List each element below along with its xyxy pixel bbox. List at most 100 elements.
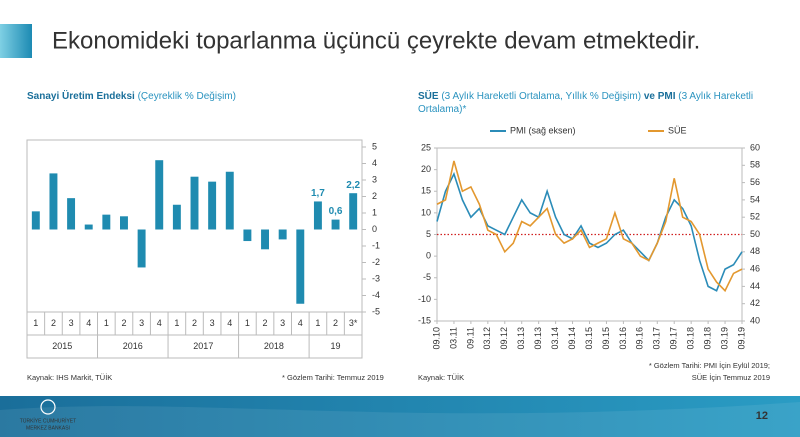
bar [261, 229, 269, 250]
y-tick-label: 3 [372, 174, 377, 184]
x-tick-label: 09.10 [431, 327, 441, 350]
y-tick-label: 4 [372, 158, 377, 168]
y2-tick-label: 42 [750, 298, 760, 308]
source: Kaynak: IHS Markit, TÜİK [27, 373, 112, 382]
x-tick-label: 3 [210, 318, 215, 328]
x-tick-label: 3* [349, 318, 358, 328]
x-tick-label: 03.19 [719, 327, 729, 350]
x-tick-label: 09.17 [669, 327, 679, 350]
note: SÜE İçin Temmuz 2019 [692, 373, 770, 382]
source: Kaynak: TÜİK [418, 373, 464, 382]
title-part: (3 Aylık Hareketli Ortalama)* [418, 91, 754, 115]
x-tick-label: 03.11 [448, 327, 458, 349]
bar [296, 229, 305, 304]
header-bar [0, 24, 32, 58]
x-tick-label: 1 [174, 318, 179, 328]
x-tick-label: 09.18 [702, 327, 712, 350]
x-tick-label: 2 [192, 318, 197, 328]
bar [49, 173, 58, 230]
y2-tick-label: 56 [750, 177, 760, 187]
title-part: Sanayi Üretim Endeksi [27, 91, 135, 102]
group-label: 19 [331, 341, 341, 351]
y-tick-label: -1 [372, 240, 380, 250]
y-tick-label: -10 [418, 294, 431, 304]
series-line [436, 160, 743, 293]
page-number: 12 [756, 410, 768, 422]
y2-tick-label: 52 [750, 212, 760, 222]
x-tick-label: 09.11 [465, 327, 475, 349]
y-tick-label: -3 [372, 273, 380, 283]
y2-tick-label: 60 [750, 142, 760, 152]
value-label: 1,7 [311, 188, 325, 199]
bar [190, 176, 199, 230]
chart-title: SÜE (3 Aylık Hareketli Ortalama, Yıllık … [418, 90, 768, 116]
group-label: 2018 [264, 341, 284, 351]
y-tick-label: 15 [421, 186, 431, 196]
title-part: (3 Aylık Hareketli Ortalama, Yıllık % De… [438, 91, 644, 102]
value-label: 2,2 [346, 180, 360, 191]
bar [208, 181, 217, 230]
x-tick-label: 03.14 [550, 327, 560, 350]
group-label: 2016 [123, 341, 143, 351]
x-tick-label: 03.12 [482, 327, 492, 350]
title-part: (Çeyreklik % Değişim) [134, 91, 236, 102]
x-tick-label: 03.18 [686, 327, 696, 350]
bar [331, 219, 340, 230]
x-tick-label: 4 [227, 318, 232, 328]
y-tick-label: -5 [372, 306, 380, 316]
x-tick-label: 2 [51, 318, 56, 328]
value-label: 0,6 [329, 206, 343, 217]
y-tick-label: 0 [426, 251, 431, 261]
y2-tick-label: 46 [750, 263, 760, 273]
y2-tick-label: 48 [750, 246, 760, 256]
x-tick-label: 03.13 [516, 327, 526, 350]
bar [155, 160, 164, 230]
bar [137, 229, 146, 268]
title-part: SÜE [418, 91, 439, 102]
chart-title: Sanayi Üretim Endeksi (Çeyreklik % Değiş… [27, 90, 367, 103]
bar [102, 214, 111, 230]
x-tick-label: 3 [280, 318, 285, 328]
x-tick-label: 09.19 [736, 327, 746, 350]
y-tick-label: 0 [372, 224, 377, 234]
title-part: ve PMI [643, 91, 676, 102]
y-tick-label: -4 [372, 290, 380, 300]
y-tick-label: 10 [421, 207, 431, 217]
x-tick-label: 4 [298, 318, 303, 328]
y2-tick-label: 54 [750, 194, 760, 204]
footer-band [0, 396, 800, 437]
slide-title: Ekonomideki toparlanma üçüncü çeyrekte d… [52, 27, 700, 54]
x-tick-label: 03.15 [584, 327, 594, 350]
note: * Gözlem Tarihi: Temmuz 2019 [282, 373, 384, 382]
x-tick-label: 3 [139, 318, 144, 328]
x-tick-label: 2 [333, 318, 338, 328]
x-tick-label: 1 [33, 318, 38, 328]
x-tick-label: 1 [245, 318, 250, 328]
y-tick-label: -5 [423, 272, 431, 282]
bar [313, 201, 322, 230]
y2-tick-label: 58 [750, 160, 760, 170]
x-tick-label: 03.17 [652, 327, 662, 350]
bar [172, 204, 181, 230]
legend-label: PMI (sağ eksen) [510, 125, 576, 135]
y-tick-label: -2 [372, 257, 380, 267]
y2-tick-label: 44 [750, 281, 760, 291]
series-line [436, 171, 743, 292]
bar [67, 198, 76, 230]
logo-icon [40, 399, 56, 415]
y-tick-label: 5 [372, 141, 377, 151]
bar [278, 229, 287, 240]
bar [31, 211, 40, 230]
y2-tick-label: 50 [750, 229, 760, 239]
x-tick-label: 1 [315, 318, 320, 328]
logo-text: MERKEZ BANKASI [26, 425, 70, 431]
y-tick-label: -15 [418, 315, 431, 325]
bar [349, 193, 358, 230]
y-tick-label: 20 [421, 164, 431, 174]
x-tick-label: 09.16 [635, 327, 645, 350]
x-tick-label: 3 [69, 318, 74, 328]
x-tick-label: 2 [263, 318, 268, 328]
plot-frame [26, 139, 363, 359]
logo-text: TÜRKİYE CUMHURİYET [20, 417, 76, 424]
